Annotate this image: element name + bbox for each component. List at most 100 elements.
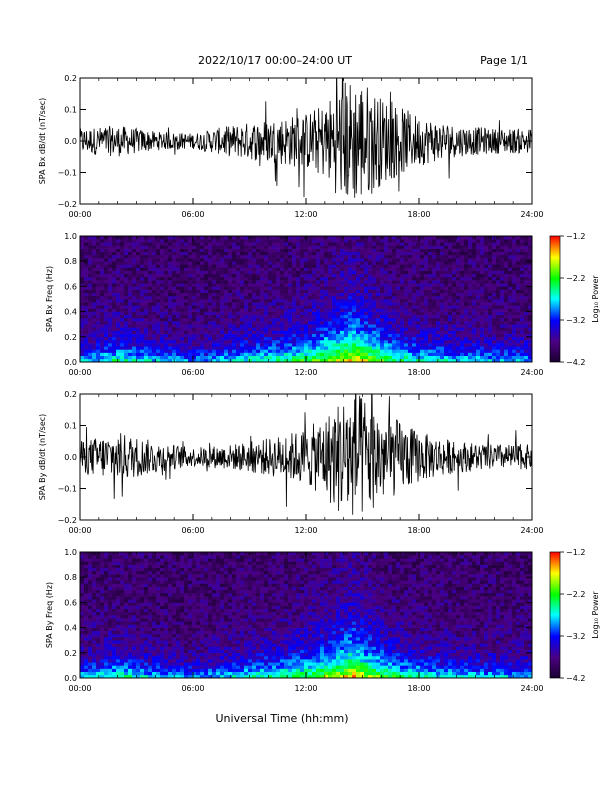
panel-bx-spectrogram-cell [456, 236, 461, 240]
panel-bx-spectrogram-cell [220, 270, 225, 275]
panel-bx-spectrogram-cell [288, 273, 293, 278]
panel-bx-spectrogram-cell [200, 280, 205, 284]
panel-bx-spectrogram-cell [336, 242, 341, 246]
panel-bx-spectrogram-cell [268, 317, 273, 322]
panel-bx-spectrogram-cell [392, 358, 397, 363]
panel-bx-spectrogram-cell [432, 308, 437, 312]
panel-bx-spectrogram-cell [152, 317, 157, 322]
panel-by-spectrogram-cell [84, 665, 89, 669]
panel-bx-spectrogram-cell [476, 295, 481, 300]
panel-bx-spectrogram-cell [252, 339, 257, 344]
panel-bx-spectrogram-cell [212, 242, 217, 246]
panel-by-spectrogram-cell [96, 602, 101, 606]
panel-bx-spectrogram-cell [200, 242, 205, 246]
panel-bx-spectrogram-cell [288, 276, 293, 281]
panel-bx-spectrogram-cell [232, 267, 237, 271]
panel-bx-spectrogram-cell [256, 258, 261, 262]
panel-bx-spectrogram-cell [276, 336, 281, 341]
panel-bx-spectrogram-cell [328, 302, 333, 306]
panel-bx-spectrogram-cell [176, 346, 181, 350]
panel-bx-spectrogram-cell [128, 248, 133, 253]
panel-by-spectrogram-cell [80, 608, 85, 613]
panel-bx-spectrogram-cell [388, 248, 393, 253]
panel-bx-spectrogram-cell [260, 273, 265, 278]
panel-bx-spectrogram-cell [440, 355, 445, 360]
panel-by-spectrogram-cell [84, 558, 89, 562]
panel-bx-spectrogram-cell [500, 308, 505, 312]
panel-bx-spectrogram-cell [172, 343, 177, 347]
panel-bx-spectrogram-cell [452, 358, 457, 363]
panel-bx-spectrogram-cell [328, 276, 333, 281]
panel-bx-spectrogram-cell [528, 327, 533, 331]
panel-bx-spectrogram-cell [424, 248, 429, 253]
panel-bx-spectrogram-cell [112, 346, 117, 350]
panel-bx-spectrogram-cell [300, 261, 305, 265]
panel-by-spectrogram-cell [88, 627, 93, 632]
panel-bx-spectrogram-cell [376, 333, 381, 338]
panel-bx-spectrogram-cell [332, 305, 337, 309]
panel-bx-spectrogram-cell [520, 305, 525, 309]
panel-bx-spectrogram-cell [204, 339, 209, 344]
panel-bx-spectrogram-cell [460, 292, 465, 297]
panel-bx-spectrogram-cell [444, 239, 449, 243]
panel-bx-spectrogram-cell [456, 330, 461, 334]
panel-bx-spectrogram-cell [156, 289, 161, 293]
panel-bx-spectrogram-cell [304, 283, 309, 287]
panel-bx-spectrogram-cell [204, 276, 209, 281]
panel-bx-spectrogram-cell [160, 295, 165, 300]
panel-bx-spectrogram-cell [216, 270, 221, 275]
panel-bx-spectrogram-cell [276, 248, 281, 253]
panel-bx-spectrogram-cell [528, 314, 533, 319]
panel-bx-spectrogram-cell [408, 355, 413, 360]
panel-bx-spectrogram-cell [156, 248, 161, 253]
panel-bx-spectrogram-cell [172, 299, 177, 303]
panel-bx-spectrogram-cell [296, 321, 301, 325]
panel-bx-spectrogram-cell [520, 267, 525, 271]
panel-bx-spectrogram-cell [364, 270, 369, 275]
panel-bx-spectrogram-cell [428, 254, 433, 259]
panel-bx-spectrogram-cell [240, 327, 245, 331]
panel-bx-spectrogram-cell [340, 280, 345, 284]
panel-bx-spectrogram-cell [372, 283, 377, 287]
panel-bx-spectrogram-cell [144, 308, 149, 312]
panel-bx-spectrogram-cell [412, 289, 417, 293]
panel-bx-spectrogram-cell [416, 236, 421, 240]
panel-bx-spectrogram-cell [264, 239, 269, 243]
panel-bx-spectrogram-cell [440, 245, 445, 249]
panel-by-spectrogram-cell [96, 615, 101, 619]
panel-by-spectrogram-cell [80, 552, 85, 556]
panel-bx-spectrogram-cell [456, 283, 461, 287]
panel-bx-spectrogram-cell [292, 336, 297, 341]
panel-bx-spectrogram-cell [464, 339, 469, 344]
panel-bx-spectrogram-cell [336, 352, 341, 356]
panel-bx-spectrogram-cell [92, 302, 97, 306]
panel-bx-spectrogram-cell [212, 276, 217, 281]
panel-bx-spectrogram-cell [428, 273, 433, 278]
panel-bx-spectrogram-cell [528, 358, 533, 363]
panel-bx-spectrogram-cell [496, 311, 501, 316]
panel-bx-spectrogram-cell [492, 295, 497, 300]
panel-bx-spectrogram-cell [328, 355, 333, 360]
panel-bx-spectrogram-cell [436, 333, 441, 338]
panel-bx-spectrogram-cell [320, 339, 325, 344]
panel-bx-spectrogram-cell [96, 267, 101, 271]
panel-bx-spectrogram-cell [300, 236, 305, 240]
panel-bx-spectrogram-cell [384, 261, 389, 265]
panel-bx-spectrogram-cell [240, 339, 245, 344]
panel-bx-spectrogram-cell [128, 283, 133, 287]
panel-bx-spectrogram-cell [216, 248, 221, 253]
panel-bx-spectrogram-cell [296, 339, 301, 344]
panel-bx-spectrogram-cell [320, 299, 325, 303]
panel-bx-spectrogram-cell [144, 352, 149, 356]
panel-bx-spectrogram-cell [156, 346, 161, 350]
panel-bx-spectrogram-cell [488, 286, 493, 290]
panel-bx-spectrogram-cell [460, 327, 465, 331]
panel-bx-spectrogram-cell [476, 242, 481, 246]
panel-bx-spectrogram-cell [288, 324, 293, 328]
panel-bx-spectrogram-cell [272, 314, 277, 319]
panel-bx-spectrogram-cell [452, 311, 457, 316]
panel-bx-spectrogram-cell [156, 308, 161, 312]
panel-bx-spectrogram-cell [396, 248, 401, 253]
panel-bx-spectrogram-cell [288, 236, 293, 240]
panel-bx-spectrogram-cell [172, 330, 177, 334]
